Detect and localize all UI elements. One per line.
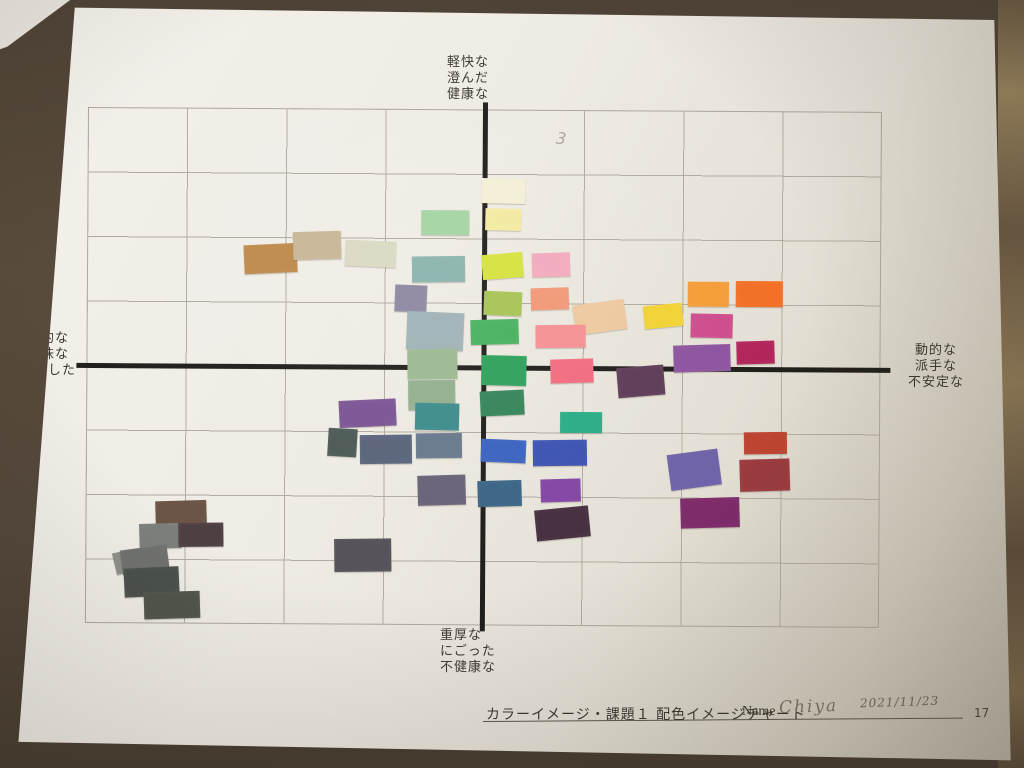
color-swatch-camel-brown <box>243 242 298 275</box>
handwritten-date: 2021/11/23 <box>859 693 940 711</box>
color-swatch-dark-gray-violet <box>417 474 467 506</box>
color-swatch-muted-purple <box>673 343 731 373</box>
color-swatch-dark-maroon-gray <box>178 522 224 547</box>
axis-label-top: 軽快な 澄んだ 健康な <box>447 55 489 103</box>
color-swatch-dark-green <box>479 389 525 417</box>
axis-label-top-line2: 澄んだ <box>447 71 490 86</box>
color-swatch-teal <box>414 402 460 431</box>
color-swatch-emerald-teal <box>560 411 603 434</box>
color-swatch-pale-yellow <box>485 208 522 231</box>
color-swatch-tan-beige <box>292 230 342 261</box>
color-swatch-medium-green <box>470 318 519 346</box>
color-swatch-dark-slate-green <box>327 427 358 458</box>
color-swatch-steel-blue <box>477 479 523 508</box>
color-swatch-lime-green <box>483 290 523 317</box>
color-swatch-dark-red <box>739 458 791 492</box>
color-swatch-deep-orange <box>735 280 783 308</box>
axis-label-left: 静的な 地味な 安定した <box>18 331 88 379</box>
color-swatch-cream <box>481 178 526 205</box>
color-swatch-blue-gray <box>405 310 465 352</box>
axis-label-left-line2: 地味な <box>26 347 69 362</box>
color-swatch-golden-yellow <box>642 302 684 330</box>
handwritten-name: Chiya <box>778 695 839 719</box>
axis-label-bottom-line2: にごった <box>440 644 496 659</box>
axis-label-bottom: 重厚な にごった 不健康な <box>440 628 496 676</box>
color-swatch-rose-pink <box>535 324 586 349</box>
color-swatch-steel-gray-blue <box>415 432 463 459</box>
color-swatch-chartreuse <box>481 251 524 281</box>
color-swatch-indigo-blue <box>532 439 588 467</box>
color-swatch-dark-eggplant <box>534 505 591 542</box>
axis-label-right: 動的な 派手な 不安定な <box>890 343 982 391</box>
name-label: Name <box>742 704 776 719</box>
color-swatch-magenta-pink <box>690 313 733 339</box>
color-swatch-coral-pink <box>550 358 594 384</box>
color-swatch-light-pink <box>531 252 571 278</box>
color-swatch-royal-blue <box>480 438 527 464</box>
color-swatch-light-orange <box>687 281 729 307</box>
axis-label-bottom-line1: 重厚な <box>440 628 483 643</box>
color-swatch-slate-violet <box>666 448 722 491</box>
color-swatch-violet-purple <box>338 398 397 429</box>
color-swatch-emerald-green <box>481 355 527 387</box>
axis-label-bottom-line3: 不健康な <box>440 660 497 675</box>
color-swatch-bright-purple <box>540 478 581 503</box>
chart-caption: カラーイメージ・課題１ 配色イメージチャート <box>486 707 806 723</box>
axis-label-left-line3: 安定した <box>19 363 76 378</box>
color-swatch-pale-sage <box>344 239 397 268</box>
color-swatch-gray-teal <box>411 255 466 283</box>
color-swatch-salmon <box>530 287 570 311</box>
page-number: 17 <box>974 706 990 720</box>
color-swatch-dark-magenta <box>680 496 740 529</box>
color-swatch-rust-red <box>743 431 788 455</box>
axis-label-top-line3: 健康な <box>447 87 490 102</box>
color-swatch-dark-brown <box>155 499 207 526</box>
pencil-mark: 3 <box>555 128 568 149</box>
color-swatch-charcoal-green-2 <box>143 590 201 620</box>
axis-label-right-line2: 派手な <box>914 359 957 374</box>
color-swatch-sage-green <box>407 348 458 380</box>
color-swatch-dark-gray <box>334 538 392 573</box>
color-swatch-light-green <box>421 210 470 236</box>
color-swatch-dark-plum <box>616 364 666 399</box>
axis-label-right-line1: 動的な <box>914 343 957 358</box>
color-swatch-gray-violet <box>394 284 428 313</box>
axis-label-left-line1: 静的な <box>26 331 69 346</box>
color-swatch-raspberry <box>736 340 775 365</box>
color-swatch-slate-blue <box>359 434 413 465</box>
axis-label-top-line1: 軽快な <box>447 55 490 70</box>
axis-label-right-line3: 不安定な <box>907 375 964 390</box>
